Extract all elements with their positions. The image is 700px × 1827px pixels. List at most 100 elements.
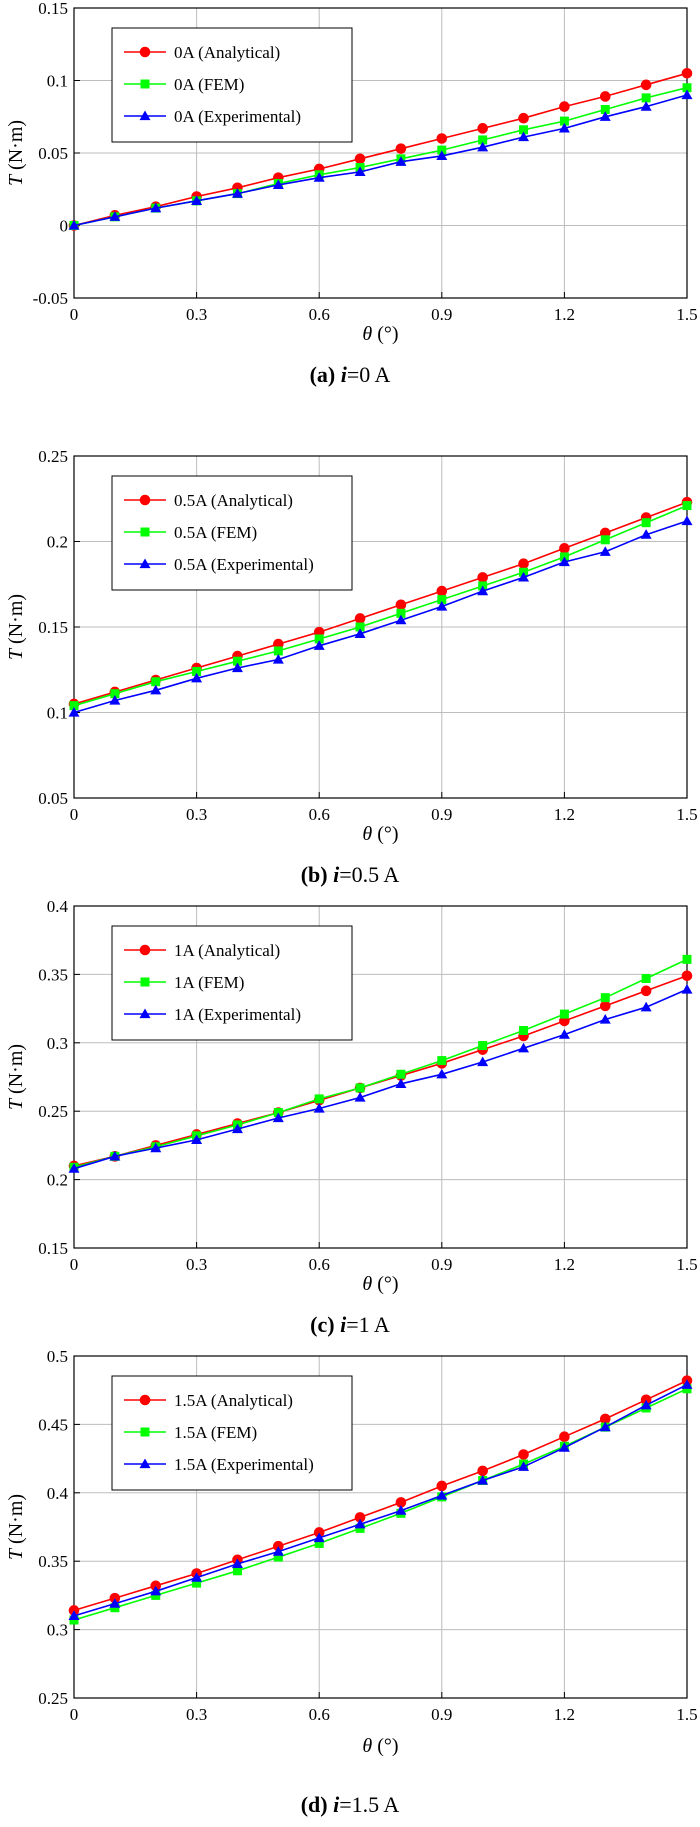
data-point-1 bbox=[436, 1480, 448, 1492]
data-point-3 bbox=[599, 1421, 611, 1432]
legend-entry: 0.5A (FEM) bbox=[174, 523, 257, 542]
panel-caption: (d) i=1.5 A bbox=[301, 1792, 400, 1817]
legend: 1A (Analytical) 1A (FEM) 1A (Experimental) bbox=[111, 925, 353, 1041]
y-tick-label: 0.5 bbox=[47, 1347, 68, 1366]
data-point-2 bbox=[682, 83, 692, 93]
y-tick-label: 0.05 bbox=[38, 144, 68, 163]
data-point-3 bbox=[518, 1042, 530, 1053]
x-tick-label: 0.9 bbox=[431, 1705, 452, 1724]
data-point-2 bbox=[559, 1009, 569, 1019]
data-point-2 bbox=[110, 689, 120, 699]
legend-entry: 0A (Experimental) bbox=[174, 107, 301, 126]
data-point-3 bbox=[272, 653, 284, 664]
data-point-2 bbox=[559, 116, 569, 126]
data-point-2 bbox=[314, 634, 324, 644]
data-point-3 bbox=[681, 515, 693, 526]
data-point-2 bbox=[69, 701, 79, 711]
legend-entry: 1A (Analytical) bbox=[174, 941, 280, 960]
legend-entry: 0.5A (Experimental) bbox=[174, 555, 314, 574]
legend: 0A (Analytical) 0A (FEM) 0A (Experimental) bbox=[111, 27, 353, 143]
legend-box bbox=[111, 475, 353, 591]
data-point-3 bbox=[109, 1598, 121, 1608]
data-point-3 bbox=[681, 983, 693, 994]
data-point-3 bbox=[599, 111, 611, 121]
plot-frame bbox=[73, 905, 688, 1249]
data-point-3 bbox=[681, 89, 693, 100]
data-point-2 bbox=[232, 656, 242, 666]
data-point-3 bbox=[150, 684, 162, 695]
legend-marker bbox=[140, 527, 150, 537]
data-point-2 bbox=[192, 1578, 202, 1588]
caption-var: i bbox=[341, 362, 348, 387]
x-tick-label: 0.6 bbox=[309, 305, 330, 324]
legend-marker bbox=[139, 1394, 151, 1406]
data-point-1 bbox=[436, 133, 448, 144]
x-tick-label: 1.2 bbox=[554, 805, 575, 824]
data-point-1 bbox=[559, 101, 570, 112]
data-point-2 bbox=[273, 646, 283, 656]
data-point-3 bbox=[354, 628, 366, 638]
series-line-3 bbox=[73, 94, 688, 227]
data-point-1 bbox=[518, 1449, 529, 1460]
x-axis-label: θ (°) bbox=[362, 1735, 398, 1757]
y-tick-label: 0.1 bbox=[47, 704, 68, 723]
data-point-3 bbox=[109, 1150, 121, 1161]
caption-letter: (a) bbox=[310, 362, 336, 387]
data-point-1 bbox=[518, 558, 529, 570]
y-tick-label: 0.15 bbox=[38, 0, 68, 18]
plot-frame bbox=[73, 1355, 688, 1699]
series-line-2 bbox=[73, 958, 688, 1169]
data-point-3 bbox=[558, 1029, 570, 1039]
series-line-3 bbox=[73, 520, 688, 714]
panel-caption: (c) i=1 A bbox=[310, 1312, 390, 1337]
data-point-3 bbox=[436, 150, 448, 161]
data-point-3 bbox=[640, 1399, 652, 1410]
data-point-2 bbox=[437, 595, 447, 605]
legend-marker bbox=[139, 494, 151, 506]
x-tick-label: 0.9 bbox=[431, 305, 452, 324]
data-point-3 bbox=[354, 1092, 366, 1102]
x-tick-label: 1.2 bbox=[554, 1255, 575, 1274]
x-tick-label: 1.2 bbox=[554, 305, 575, 324]
data-point-3 bbox=[354, 166, 366, 176]
data-point-3 bbox=[109, 695, 121, 705]
legend-entry: 1A (Experimental) bbox=[174, 1005, 301, 1024]
legend-marker bbox=[139, 1458, 151, 1469]
x-axis-label: θ (°) bbox=[362, 1273, 398, 1295]
data-point-2 bbox=[641, 93, 651, 103]
x-tick-label: 0.6 bbox=[309, 1705, 330, 1724]
caption-var: i bbox=[340, 1312, 347, 1337]
data-point-1 bbox=[354, 153, 366, 165]
y-axis-label-var: T bbox=[5, 173, 27, 186]
y-tick-label: 0.3 bbox=[47, 1621, 68, 1640]
data-point-2 bbox=[600, 105, 610, 114]
x-tick-label: 0.9 bbox=[431, 805, 452, 824]
data-point-3 bbox=[395, 156, 407, 166]
x-tick-label: 1.5 bbox=[676, 1705, 697, 1724]
y-axis-label-unit: (N·m) bbox=[5, 1044, 27, 1099]
caption-var: i bbox=[333, 862, 340, 887]
y-tick-label: 0.35 bbox=[38, 1552, 68, 1571]
legend-entry: 1A (FEM) bbox=[174, 973, 244, 992]
x-tick-label: 0.3 bbox=[186, 1255, 207, 1274]
y-tick-label: 0.35 bbox=[38, 965, 68, 984]
data-point-3 bbox=[558, 1442, 570, 1452]
data-point-2 bbox=[641, 974, 651, 984]
caption-value: =0.5 A bbox=[339, 862, 399, 887]
data-point-3 bbox=[313, 640, 325, 650]
data-point-2 bbox=[314, 1538, 324, 1548]
x-tick-label: 0.6 bbox=[309, 805, 330, 824]
chart-panel-2: 0 0.3 0.6 0.9 1.2 1.5 0.05 0.1 0.15 0.2 0.25 θ (°) T… bbox=[5, 447, 698, 887]
data-point-3 bbox=[436, 1068, 448, 1079]
data-point-2 bbox=[314, 1094, 324, 1104]
data-point-3 bbox=[231, 662, 243, 673]
data-point-3 bbox=[191, 672, 203, 683]
data-point-2 bbox=[641, 518, 651, 528]
data-point-1 bbox=[477, 1465, 488, 1477]
panel-caption: (b) i=0.5 A bbox=[301, 862, 400, 887]
data-point-3 bbox=[395, 614, 407, 625]
caption-value: =1 A bbox=[346, 1312, 390, 1337]
x-tick-label: 1.5 bbox=[676, 305, 697, 324]
x-axis-label: θ (°) bbox=[362, 323, 398, 345]
